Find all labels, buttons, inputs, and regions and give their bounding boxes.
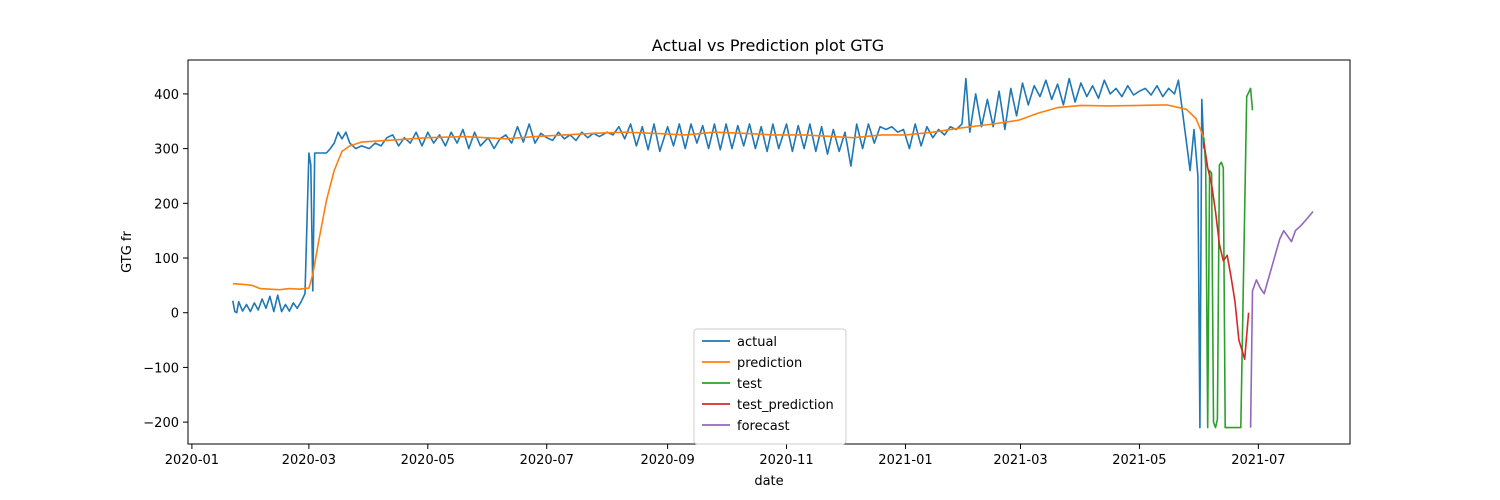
y-tick-label: 300	[154, 143, 179, 158]
x-tick-label: 2021-01	[878, 453, 932, 468]
y-tick-label: 400	[154, 88, 179, 103]
y-tick-label: 200	[154, 197, 179, 212]
x-tick-label: 2021-07	[1231, 453, 1285, 468]
x-axis-label: date	[754, 474, 783, 489]
x-tick-label: 2021-05	[1112, 453, 1166, 468]
plot-area	[232, 77, 1314, 429]
y-axis-label: GTG fr	[120, 231, 135, 273]
legend-label-forecast: forecast	[737, 419, 790, 434]
series-line-test	[1203, 87, 1254, 429]
x-tick-label: 2020-03	[282, 453, 336, 468]
series-line-prediction	[232, 104, 1205, 291]
series-line-actual	[232, 77, 1205, 429]
y-tick-label: −100	[143, 361, 179, 376]
y-axis: −200 −100 0 100 200 300 400	[143, 88, 188, 431]
series-line-test-prediction	[1203, 141, 1250, 360]
x-tick-label: 2021-03	[993, 453, 1047, 468]
legend-label-prediction: prediction	[737, 356, 802, 371]
y-tick-label: 100	[154, 252, 179, 267]
legend-box	[693, 328, 847, 445]
x-tick-label: 2020-09	[640, 453, 694, 468]
series-line-forecast	[1249, 210, 1314, 428]
legend-label-test: test	[737, 377, 762, 392]
x-tick-label: 2020-07	[520, 453, 574, 468]
chart-title: Actual vs Prediction plot GTG	[652, 36, 884, 55]
legend: actual prediction test test_predictionforec…	[693, 328, 847, 445]
x-tick-label: 2020-05	[401, 453, 455, 468]
x-tick-label: 2020-11	[759, 453, 813, 468]
x-axis: 2020-01 2020-03 2020-05 2020-07 2020-09 2020-…	[165, 444, 1286, 468]
legend-label-test-prediction: test_prediction	[737, 398, 834, 413]
y-tick-label: −200	[143, 416, 179, 431]
x-tick-label: 2020-01	[165, 453, 219, 468]
y-tick-label: 0	[171, 307, 179, 322]
legend-label-actual: actual	[737, 335, 777, 350]
